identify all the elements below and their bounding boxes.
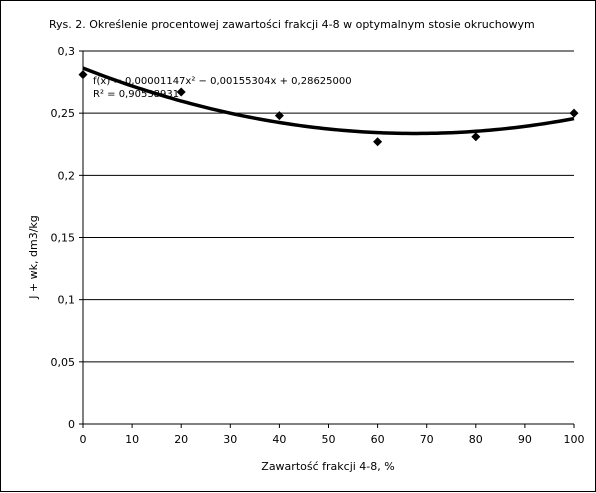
trendline xyxy=(82,66,575,136)
x-tick-label: 10 xyxy=(125,433,139,446)
y-axis-ticks: 0 0,05 0,1 0,15 0,2 0,25 0,3 xyxy=(51,45,83,431)
data-points xyxy=(78,70,579,147)
x-tick-label: 50 xyxy=(322,433,336,446)
data-point xyxy=(471,132,481,142)
y-tick-label: 0,15 xyxy=(51,232,76,245)
y-tick-label: 0,05 xyxy=(51,356,76,369)
chart-title: Rys. 2. Określenie procentowej zawartośc… xyxy=(49,18,535,31)
trendline-equation: f(x) = 0,00001147x² − 0,00155304x + 0,28… xyxy=(93,76,352,87)
x-tick-label: 30 xyxy=(223,433,237,446)
data-point xyxy=(569,108,579,118)
data-point xyxy=(176,87,186,97)
y-tick-label: 0,2 xyxy=(58,169,76,182)
gridlines xyxy=(83,50,574,425)
x-tick-label: 100 xyxy=(564,433,585,446)
x-tick-label: 90 xyxy=(518,433,532,446)
x-axis-ticks: 0 10 20 30 40 50 60 70 80 90 100 xyxy=(80,424,585,446)
y-tick-label: 0 xyxy=(68,418,75,431)
data-point xyxy=(274,111,284,121)
trendline-group xyxy=(82,66,575,136)
y-tick-label: 0,3 xyxy=(58,45,76,58)
y-axis-label: J + wk, dm3/kg xyxy=(27,215,40,300)
x-tick-label: 70 xyxy=(420,433,434,446)
data-point xyxy=(373,137,383,147)
x-tick-label: 20 xyxy=(174,433,188,446)
x-tick-label: 80 xyxy=(469,433,483,446)
data-point xyxy=(78,70,88,80)
x-axis-label: Zawartość frakcji 4-8, % xyxy=(261,460,394,473)
x-tick-label: 60 xyxy=(371,433,385,446)
x-tick-label: 0 xyxy=(80,433,87,446)
trendline-r-squared: R² = 0,90538931 xyxy=(93,89,179,100)
x-tick-label: 40 xyxy=(272,433,286,446)
y-tick-label: 0,25 xyxy=(51,107,76,120)
y-tick-label: 0,1 xyxy=(58,294,76,307)
